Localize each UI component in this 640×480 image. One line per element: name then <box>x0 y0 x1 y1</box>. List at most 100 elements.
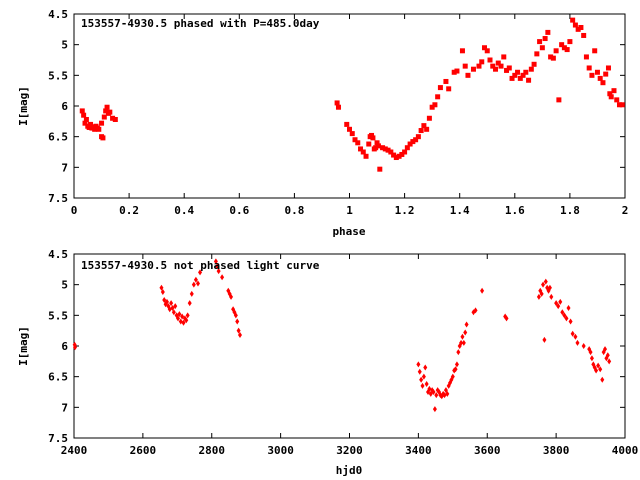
data-point <box>470 66 476 72</box>
data-point <box>233 312 238 319</box>
data-point <box>360 149 366 155</box>
data-point <box>498 63 504 69</box>
data-point <box>213 258 218 265</box>
data-point <box>463 329 468 336</box>
x-tick-label: 2 <box>622 204 629 217</box>
data-point <box>423 364 428 371</box>
x-tick-label: 0.2 <box>119 204 139 217</box>
data-point <box>603 346 608 353</box>
data-point <box>393 155 399 161</box>
data-point <box>237 331 242 338</box>
data-point <box>570 330 575 337</box>
data-point <box>561 45 567 51</box>
y-tick-label: 6.5 <box>48 371 68 384</box>
data-point <box>419 376 424 383</box>
data-point <box>434 392 439 399</box>
data-point <box>605 352 610 359</box>
data-point <box>96 126 102 132</box>
data-point <box>432 406 437 413</box>
data-point <box>501 54 507 60</box>
data-point <box>435 94 441 100</box>
data-point <box>558 298 563 305</box>
data-point <box>173 303 178 310</box>
data-point <box>462 63 468 69</box>
data-point <box>189 290 194 297</box>
data-point <box>407 141 413 147</box>
x-tick-label: 1.8 <box>560 204 580 217</box>
data-point <box>363 153 369 159</box>
y-tick-label: 4.5 <box>48 8 68 21</box>
data-point <box>164 298 169 305</box>
data-point <box>373 145 379 151</box>
data-point <box>83 116 89 122</box>
plot-frame <box>73 253 626 439</box>
data-point <box>344 121 350 127</box>
x-tick-label: 3000 <box>267 444 294 457</box>
data-point <box>402 149 408 155</box>
data-point <box>187 300 192 307</box>
data-point <box>99 120 105 126</box>
data-point <box>176 315 181 322</box>
data-point <box>413 137 419 143</box>
data-point <box>549 293 554 300</box>
data-point <box>160 289 165 296</box>
data-point <box>504 67 510 73</box>
data-points <box>72 258 612 413</box>
data-point <box>531 61 537 67</box>
plot-frame <box>73 13 626 199</box>
data-point <box>481 45 487 51</box>
x-tick-label: 0 <box>71 204 78 217</box>
data-point <box>236 327 241 334</box>
data-point <box>526 77 532 83</box>
x-tick-label: 3200 <box>336 444 363 457</box>
data-point <box>391 152 397 158</box>
x-axis-label: hjd0 <box>336 464 363 477</box>
data-point <box>554 300 559 307</box>
data-point <box>454 361 459 368</box>
x-tick-label: 1.6 <box>505 204 525 217</box>
data-point <box>460 333 465 340</box>
x-tick-label: 2800 <box>199 444 226 457</box>
data-point <box>437 85 443 91</box>
data-point <box>399 151 405 157</box>
data-point <box>103 108 109 114</box>
data-point <box>459 48 465 54</box>
data-point <box>465 72 471 78</box>
data-point <box>594 367 599 374</box>
data-point <box>185 312 190 319</box>
data-point <box>517 75 523 81</box>
data-point <box>548 54 554 60</box>
y-tick-label: 6.5 <box>48 131 68 144</box>
data-point <box>506 65 512 71</box>
data-point <box>619 102 625 108</box>
data-point <box>446 86 452 92</box>
y-tick-label: 5 <box>61 279 68 292</box>
data-point <box>607 91 613 97</box>
y-axis-label: I[mag] <box>17 86 30 126</box>
data-point <box>410 139 416 145</box>
data-point <box>79 108 85 114</box>
chart-title: 153557-4930.5 not phased light curve <box>81 259 320 272</box>
data-point <box>536 293 541 300</box>
data-point <box>110 115 116 121</box>
data-point <box>349 131 355 137</box>
data-point <box>454 68 460 74</box>
data-point <box>479 59 485 65</box>
data-point <box>104 104 110 110</box>
data-point <box>347 126 352 132</box>
y-tick-label: 4.5 <box>48 248 68 261</box>
data-point <box>216 268 221 275</box>
data-point <box>597 75 603 81</box>
data-point <box>545 29 551 35</box>
data-point <box>567 39 573 45</box>
data-point <box>600 376 605 383</box>
data-point <box>589 355 594 362</box>
x-tick-label: 1.4 <box>450 204 470 217</box>
unphased-panel: 4.5 5 5.5 6 6.5 7 7.5 2400 2600 2800 3000 3200 3400… <box>17 248 638 477</box>
data-point <box>592 48 598 54</box>
y-tick-label: 7 <box>61 401 68 414</box>
data-point <box>523 69 529 75</box>
data-point <box>385 147 391 153</box>
data-point <box>451 69 457 75</box>
